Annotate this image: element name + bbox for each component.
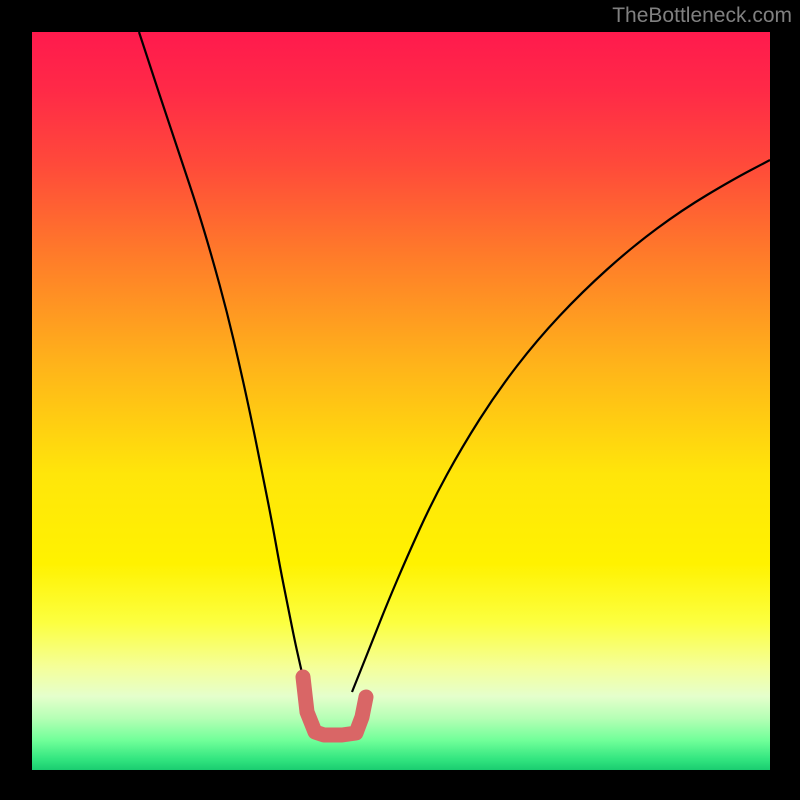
watermark-text: TheBottleneck.com <box>612 4 792 28</box>
chart-container: TheBottleneck.com <box>0 0 800 800</box>
chart-svg <box>32 32 770 770</box>
plot-area <box>32 32 770 770</box>
gradient-background <box>32 32 770 770</box>
